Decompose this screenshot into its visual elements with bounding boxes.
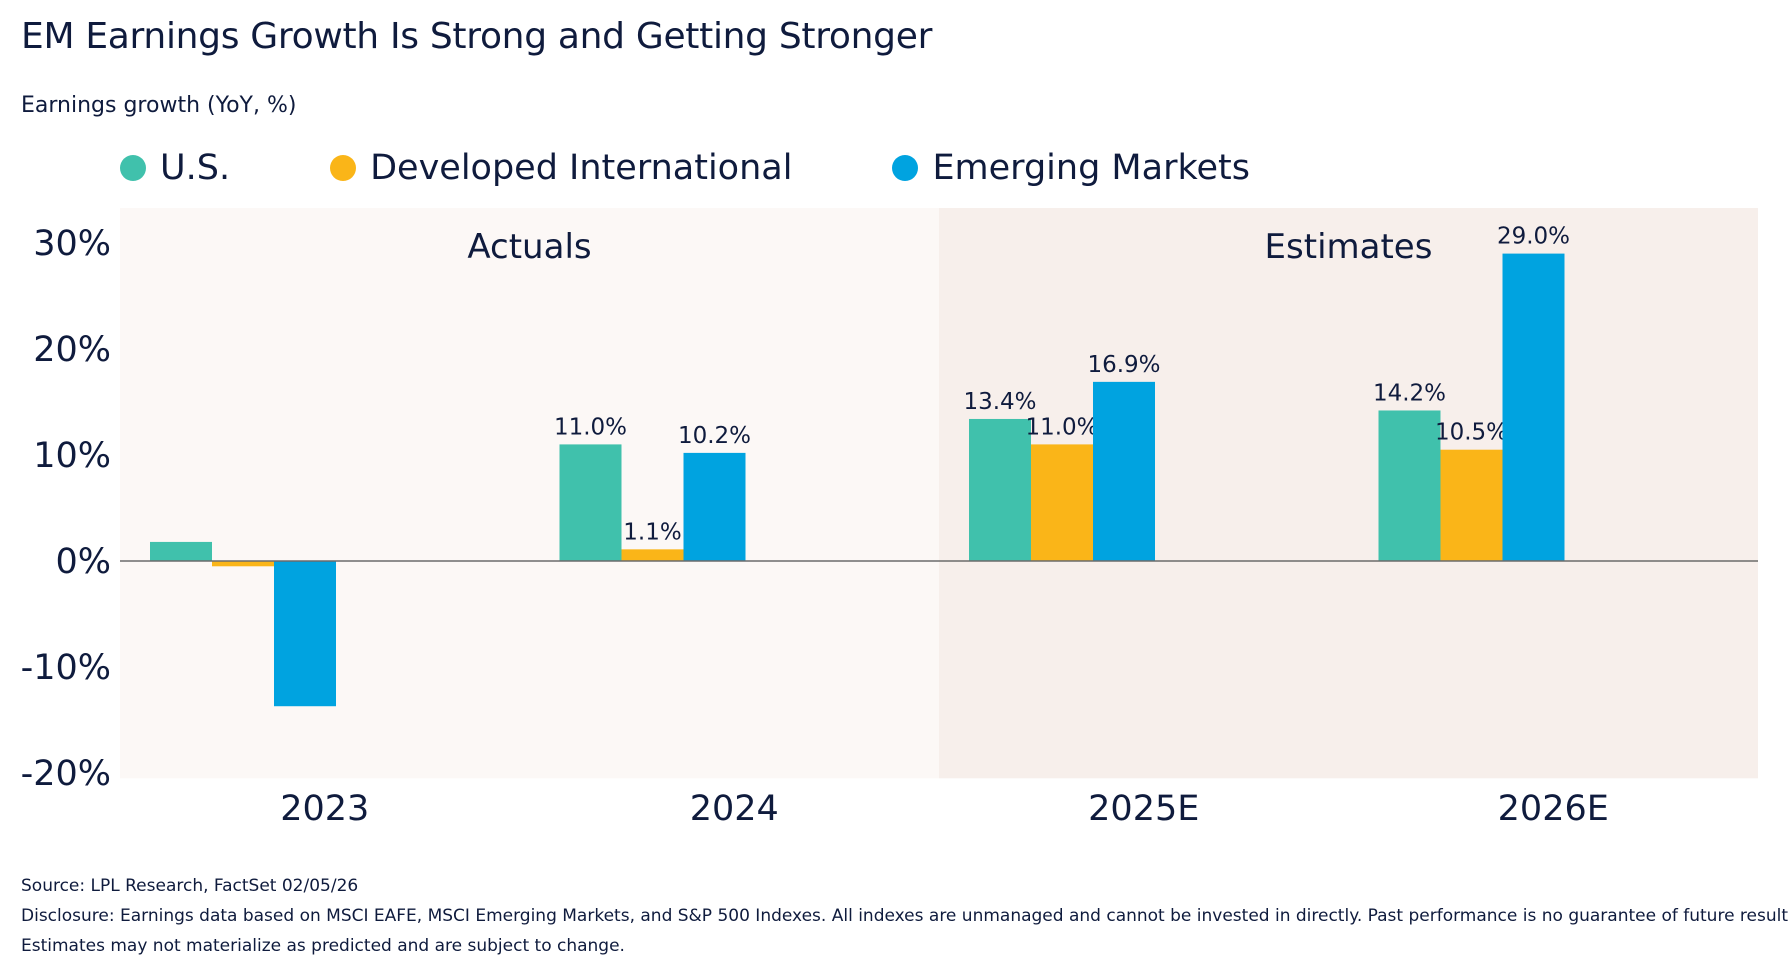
bar <box>150 541 212 561</box>
bar-chart: Actuals Estimates 30% 20% 10% 0% -10% -20% 2023 1… <box>21 208 1758 829</box>
data-label: 11.0% <box>1025 414 1098 440</box>
bar <box>1031 444 1093 561</box>
legend-label-developed-international: Developed International <box>370 148 793 188</box>
disclosure-line-2: Estimates may not materialize as predict… <box>21 936 625 956</box>
y-tick-label: -20% <box>21 754 111 794</box>
legend-item-developed-international: Developed International <box>330 148 792 188</box>
disclosure-line-1: Disclosure: Earnings data based on MSCI … <box>21 906 1788 926</box>
x-tick-label: 2023 <box>280 789 369 829</box>
data-label: 10.5% <box>1435 420 1508 446</box>
region-actuals-background <box>120 208 939 779</box>
bar <box>969 418 1031 561</box>
y-tick-label: -10% <box>21 648 111 688</box>
y-tick-label: 20% <box>33 330 111 370</box>
bar <box>1502 253 1565 561</box>
bar <box>1093 381 1155 561</box>
bar <box>1378 410 1441 561</box>
data-label: 29.0% <box>1497 224 1570 250</box>
data-label: 1.1% <box>623 519 681 545</box>
bar <box>683 452 746 561</box>
legend-swatch-developed-international <box>330 155 357 181</box>
x-tick-label: 2024 <box>690 789 779 829</box>
legend-item-us: U.S. <box>120 148 230 188</box>
chart-subtitle: Earnings growth (YoY, %) <box>21 93 297 118</box>
data-label: 14.2% <box>1373 380 1446 406</box>
bar <box>559 444 622 561</box>
chart-title: EM Earnings Growth Is Strong and Getting… <box>21 16 933 57</box>
bar <box>274 561 336 707</box>
y-tick-label: 0% <box>55 542 111 582</box>
legend-label-emerging-markets: Emerging Markets <box>932 148 1250 188</box>
data-label: 13.4% <box>963 389 1036 415</box>
y-tick-label: 10% <box>33 436 111 476</box>
legend-swatch-us <box>120 155 146 181</box>
x-tick-label: 2025E <box>1088 789 1199 829</box>
bar <box>212 561 274 567</box>
source-note: Source: LPL Research, FactSet 02/05/26 <box>21 876 359 896</box>
legend-item-emerging-markets: Emerging Markets <box>892 148 1250 188</box>
bar <box>1440 449 1503 561</box>
bar <box>621 549 684 561</box>
legend: U.S. Developed International Emerging Ma… <box>120 146 1350 190</box>
legend-label-us: U.S. <box>160 148 231 188</box>
y-tick-label: 30% <box>33 224 111 264</box>
data-label: 10.2% <box>678 423 751 449</box>
legend-swatch-emerging-markets <box>892 155 919 181</box>
x-tick-label: 2026E <box>1498 789 1609 829</box>
region-label-estimates: Estimates <box>1265 227 1433 267</box>
data-label: 16.9% <box>1087 352 1160 378</box>
region-label-actuals: Actuals <box>467 227 591 267</box>
data-label: 11.0% <box>554 414 627 440</box>
